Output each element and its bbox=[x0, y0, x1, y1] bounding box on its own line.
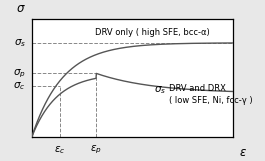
Text: $\varepsilon_p$: $\varepsilon_p$ bbox=[90, 144, 102, 156]
Text: ( low SFE, Ni, fcc-γ ): ( low SFE, Ni, fcc-γ ) bbox=[169, 96, 252, 105]
Text: DRV only ( high SFE, bcc-α): DRV only ( high SFE, bcc-α) bbox=[95, 28, 210, 37]
Text: $\sigma$: $\sigma$ bbox=[16, 2, 26, 15]
Text: $\sigma_s$: $\sigma_s$ bbox=[153, 84, 166, 96]
Text: $\sigma_p$: $\sigma_p$ bbox=[13, 67, 26, 80]
Text: $\varepsilon$: $\varepsilon$ bbox=[239, 146, 247, 159]
Text: $\varepsilon_c$: $\varepsilon_c$ bbox=[54, 144, 66, 156]
Text: $\sigma_s$: $\sigma_s$ bbox=[14, 37, 26, 49]
Text: DRV and DRX: DRV and DRX bbox=[169, 84, 226, 93]
Text: $\sigma_c$: $\sigma_c$ bbox=[13, 80, 26, 92]
